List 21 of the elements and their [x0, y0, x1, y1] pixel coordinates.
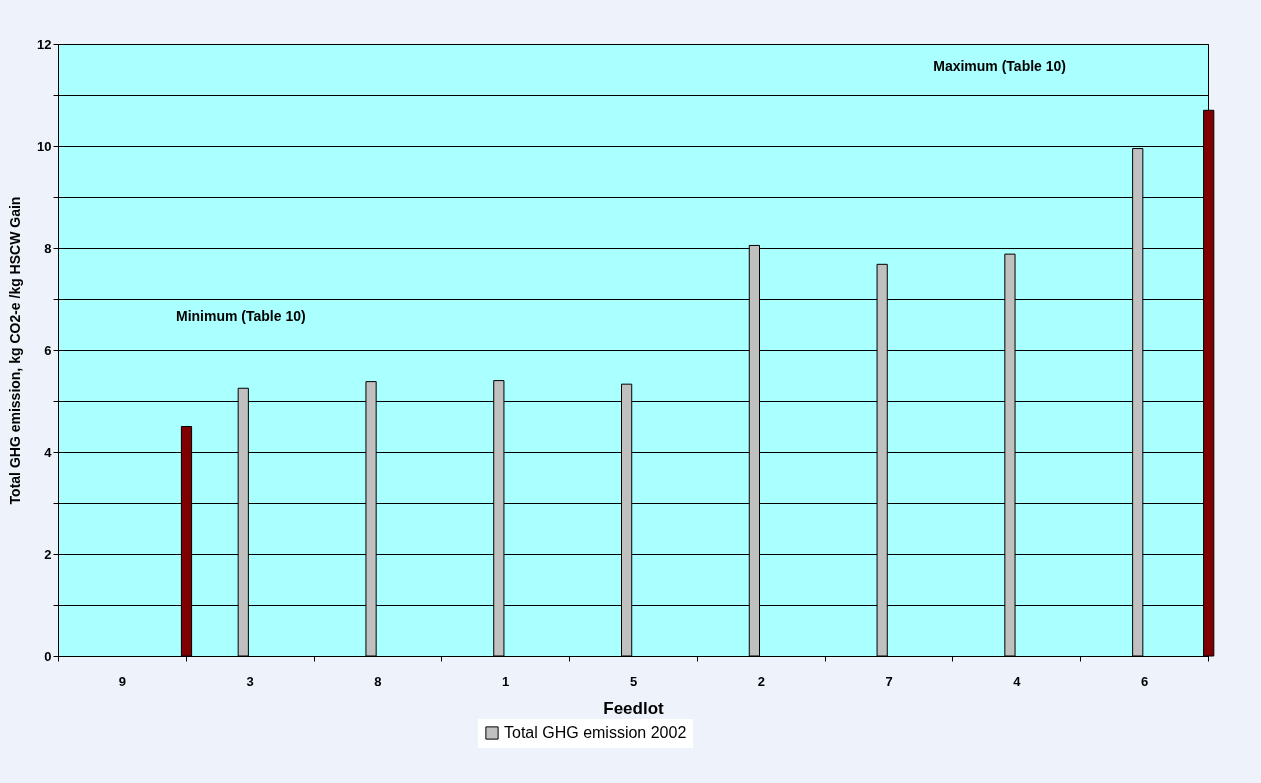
x-axis-title: Feedlot [603, 698, 665, 718]
annotation: Minimum (Table 10) [176, 308, 306, 324]
y-tick-label: 12 [37, 36, 52, 52]
x-tick-label: 6 [1140, 673, 1149, 689]
x-tick-label: 4 [1013, 673, 1022, 689]
y-tick-label: 6 [44, 342, 52, 358]
y-tick-label: 2 [44, 546, 52, 562]
y-axis-title: Total GHG emission, kg CO2-e /kg HSCW Gain [7, 196, 24, 505]
y-tick-label: 10 [37, 138, 52, 154]
legend-label: Total GHG emission 2002 [504, 724, 687, 741]
x-tick-label: 5 [629, 673, 638, 689]
x-tick-label: 7 [885, 673, 893, 689]
x-tick-label: 1 [502, 673, 510, 689]
y-tick-label: 0 [44, 648, 52, 664]
x-tick-label: 8 [374, 673, 382, 689]
annotation: Maximum (Table 10) [933, 58, 1066, 74]
y-tick-label: 4 [44, 444, 53, 460]
x-tick-label: 3 [246, 673, 254, 689]
y-tick-label: 8 [44, 240, 52, 256]
x-tick-label: 2 [757, 673, 765, 689]
x-tick-label: 9 [118, 673, 127, 689]
